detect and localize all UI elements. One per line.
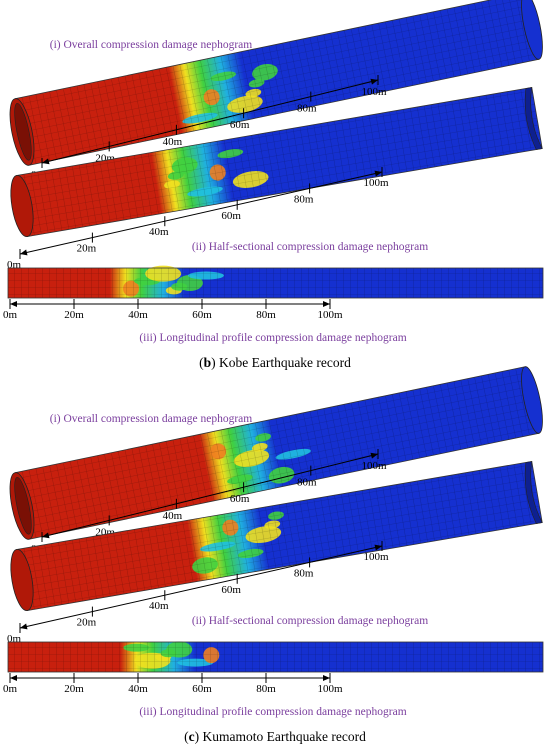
arrow — [374, 544, 382, 551]
half-section — [524, 87, 543, 150]
scale-label: 0m — [3, 309, 18, 321]
view-label: (ii) Half-sectional compression damage n… — [192, 241, 428, 253]
arrow — [10, 675, 17, 681]
caption-text: ) Kobe Earthquake record — [211, 355, 351, 370]
scale-label: 60m — [230, 493, 250, 505]
arrow — [323, 301, 330, 307]
tunnel — [9, 366, 543, 540]
panel: 0m 20m 40m 60m 80m 100m (i) Overall compressio… — [3, 366, 544, 744]
panel: 0m 20m 40m 60m 80m 100m (i) Overall compressio… — [3, 0, 544, 370]
view-label: (iii) Longitudinal profile compression d… — [139, 706, 406, 718]
scale-label: 100m — [363, 551, 389, 563]
strip — [7, 265, 544, 299]
arrow — [370, 452, 378, 459]
tunnel-hole — [14, 103, 32, 161]
arrow — [374, 170, 382, 177]
outline — [7, 641, 544, 673]
scale-line — [41, 453, 379, 538]
caption-letter: b — [204, 355, 212, 370]
mesh — [15, 0, 539, 166]
arrow — [20, 249, 28, 256]
mesh — [16, 461, 543, 611]
scale-label: 40m — [128, 683, 148, 695]
scale-label: 100m — [361, 460, 387, 472]
tunnel-far-end — [521, 0, 543, 60]
tunnel-far-end — [521, 366, 543, 434]
scale-label: 80m — [256, 309, 276, 321]
scale-label: 20m — [64, 683, 84, 695]
mesh — [15, 366, 539, 540]
scale-label: 40m — [149, 600, 169, 612]
scale-label: 80m — [294, 193, 314, 205]
tunnel — [10, 460, 543, 612]
scale-label: 60m — [221, 210, 241, 222]
scale-label: 80m — [297, 477, 317, 489]
scale-label: 100m — [361, 86, 387, 98]
scale-label: 20m — [64, 309, 84, 321]
arrow — [323, 675, 330, 681]
arrow — [370, 78, 378, 85]
caption: (c) Kumamoto Earthquake record — [184, 729, 366, 744]
scale-label: 40m — [163, 510, 183, 522]
scale-line — [19, 545, 383, 629]
scale-label: 40m — [149, 226, 169, 238]
arrow — [10, 301, 17, 307]
caption-letter: c — [189, 729, 195, 744]
scale-label: 80m — [294, 567, 314, 579]
arrow — [20, 623, 28, 630]
arrow — [42, 532, 50, 539]
caption: (b) Kobe Earthquake record — [199, 355, 351, 370]
arrow — [42, 158, 50, 165]
scale-label: 20m — [77, 243, 97, 255]
caption-open: ( — [184, 729, 189, 744]
mesh — [16, 87, 543, 237]
scale-label: 100m — [317, 683, 343, 695]
view-label: (i) Overall compression damage nephogram — [50, 413, 253, 425]
caption-text: ) Kumamoto Earthquake record — [195, 729, 367, 744]
tunnel-end — [10, 174, 34, 238]
tunnel — [9, 0, 543, 166]
view-label: (i) Overall compression damage nephogram — [50, 39, 253, 51]
tunnel — [10, 86, 543, 238]
scale-label: 60m — [221, 584, 241, 596]
scale-label: 40m — [128, 309, 148, 321]
outline — [7, 267, 544, 299]
scale-label: 0m — [3, 683, 18, 695]
scale-label: 100m — [363, 177, 389, 189]
mesh — [8, 642, 543, 672]
scale-label: 60m — [192, 309, 212, 321]
scale-line — [41, 79, 379, 164]
half-section — [524, 461, 543, 524]
tunnel-hole — [14, 477, 32, 535]
view-label: (iii) Longitudinal profile compression d… — [139, 332, 406, 344]
view-label: (ii) Half-sectional compression damage n… — [192, 615, 428, 627]
strip — [7, 641, 544, 673]
caption-open: ( — [199, 355, 204, 370]
scale-label: 100m — [317, 309, 343, 321]
tunnel-end — [10, 548, 34, 612]
scale-label: 80m — [256, 683, 276, 695]
scale-label: 80m — [297, 103, 317, 115]
scale-line — [19, 171, 383, 255]
scale-label: 40m — [163, 136, 183, 148]
scale-label: 60m — [230, 119, 250, 131]
mesh — [8, 268, 543, 298]
scale-label: 60m — [192, 683, 212, 695]
scale-label: 20m — [77, 617, 97, 629]
